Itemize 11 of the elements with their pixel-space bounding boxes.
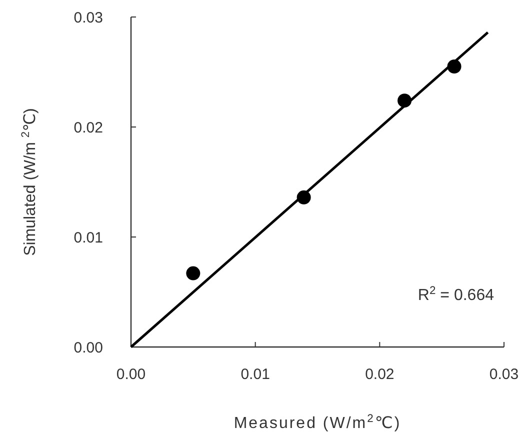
x-tick-label: 0.03: [489, 366, 519, 383]
y-tick-label: 0.03: [74, 9, 103, 26]
x-tick-label: 0.02: [365, 366, 394, 383]
annotation: R$^{2}$ = 0.664: [418, 285, 494, 304]
y-tick-label: 0.02: [74, 119, 103, 136]
x-tick-label: 0.01: [240, 366, 270, 383]
x-axis-title: Measured (W/m$^{2}$℃): [234, 413, 402, 432]
y-tick-label: 0.01: [74, 229, 103, 246]
y-tick-label: 0.00: [74, 339, 103, 356]
point: [186, 266, 200, 280]
x-tick-label: 0.00: [116, 366, 146, 383]
